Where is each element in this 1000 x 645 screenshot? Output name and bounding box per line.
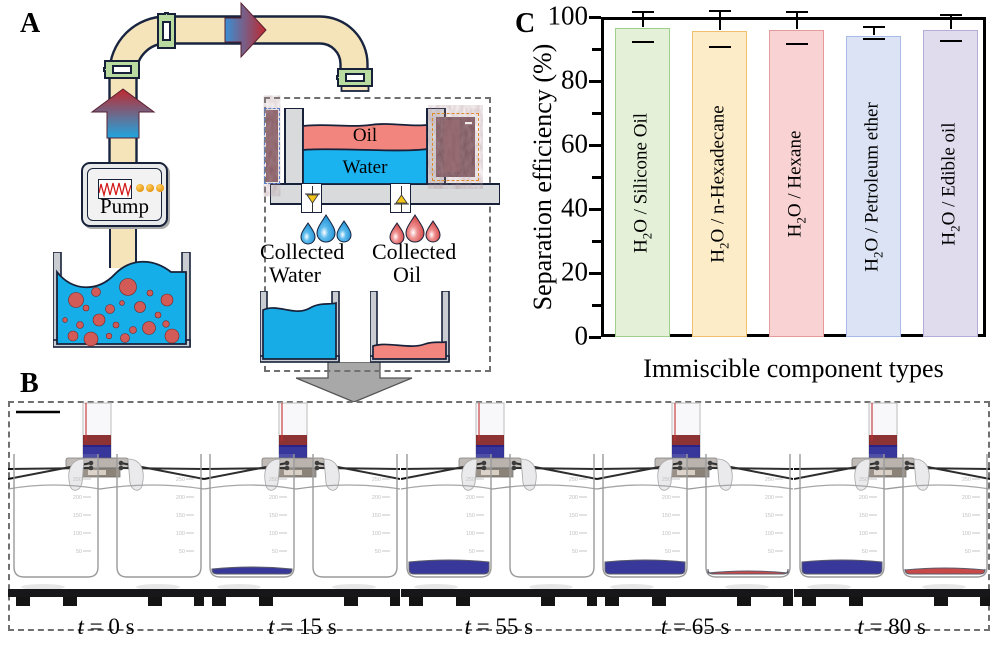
svg-text:50: 50 [76,549,82,555]
svg-text:200: 200 [858,495,867,501]
svg-text:50: 50 [179,549,185,555]
svg-text:250: 250 [662,477,671,483]
svg-text:50: 50 [469,549,475,555]
svg-text:250: 250 [569,477,578,483]
svg-text:50: 50 [272,549,278,555]
svg-text:250: 250 [372,477,381,483]
svg-text:200: 200 [569,495,578,501]
svg-text:200: 200 [176,495,185,501]
svg-text:100: 100 [176,531,185,537]
svg-text:50: 50 [665,549,671,555]
svg-text:100: 100 [765,531,774,537]
svg-text:150: 150 [662,513,671,519]
svg-text:250: 250 [961,477,970,483]
svg-text:100: 100 [662,531,671,537]
svg-text:Water: Water [343,157,389,178]
svg-text:150: 150 [372,513,381,519]
svg-text:50: 50 [964,549,970,555]
svg-text:100: 100 [269,531,278,537]
svg-text:150: 150 [73,513,82,519]
svg-text:200: 200 [961,495,970,501]
svg-text:150: 150 [961,513,970,519]
svg-text:150: 150 [569,513,578,519]
svg-text:100: 100 [961,531,970,537]
svg-text:50: 50 [768,549,774,555]
svg-text:100: 100 [858,531,867,537]
svg-text:100: 100 [569,531,578,537]
svg-text:Oil: Oil [353,125,377,146]
svg-text:250: 250 [765,477,774,483]
svg-text:100: 100 [73,531,82,537]
svg-text:250: 250 [73,477,82,483]
svg-text:50: 50 [572,549,578,555]
svg-text:200: 200 [662,495,671,501]
svg-text:250: 250 [466,477,475,483]
svg-text:250: 250 [269,477,278,483]
svg-text:250: 250 [176,477,185,483]
svg-text:100: 100 [466,531,475,537]
svg-text:200: 200 [73,495,82,501]
svg-text:200: 200 [765,495,774,501]
svg-text:150: 150 [269,513,278,519]
svg-text:200: 200 [372,495,381,501]
svg-text:150: 150 [466,513,475,519]
svg-text:150: 150 [858,513,867,519]
svg-text:200: 200 [466,495,475,501]
svg-text:100: 100 [372,531,381,537]
svg-text:200: 200 [269,495,278,501]
svg-text:50: 50 [375,549,381,555]
svg-text:150: 150 [765,513,774,519]
svg-text:250: 250 [858,477,867,483]
svg-text:150: 150 [176,513,185,519]
svg-text:50: 50 [861,549,867,555]
